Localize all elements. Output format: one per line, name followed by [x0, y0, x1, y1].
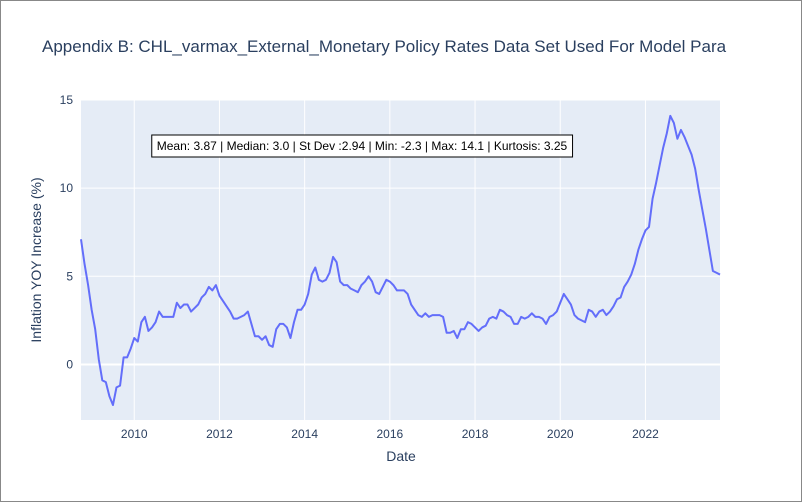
- x-tick-label: 2014: [291, 427, 318, 441]
- x-axis-title: Date: [386, 448, 416, 464]
- y-tick-label: 15: [60, 93, 74, 107]
- y-axis-title: Inflation YOY Increase (%): [28, 177, 44, 342]
- annotation-text: Mean: 3.87 | Median: 3.0 | St Dev :2.94 …: [157, 139, 568, 153]
- marks: [80, 114, 721, 407]
- chart-title: Appendix B: CHL_varmax_External_Monetary…: [42, 37, 727, 56]
- y-tick-label: 10: [60, 181, 74, 195]
- y-tick-label: 0: [66, 357, 73, 371]
- y-tick-label: 5: [66, 269, 73, 283]
- x-tick-label: 2016: [376, 427, 403, 441]
- x-tick-label: 2022: [632, 427, 659, 441]
- data-line: [80, 114, 721, 407]
- annotation: Mean: 3.87 | Median: 3.0 | St Dev :2.94 …: [151, 134, 574, 158]
- x-tick-label: 2010: [121, 427, 148, 441]
- x-tick-label: 2020: [547, 427, 574, 441]
- annotation-box: [151, 134, 574, 158]
- x-tick-label: 2018: [462, 427, 489, 441]
- x-tick-label: 2012: [206, 427, 233, 441]
- labels: 0 5 10 15 2010 2012 2014 2016 2018 2020 2022: [60, 93, 659, 441]
